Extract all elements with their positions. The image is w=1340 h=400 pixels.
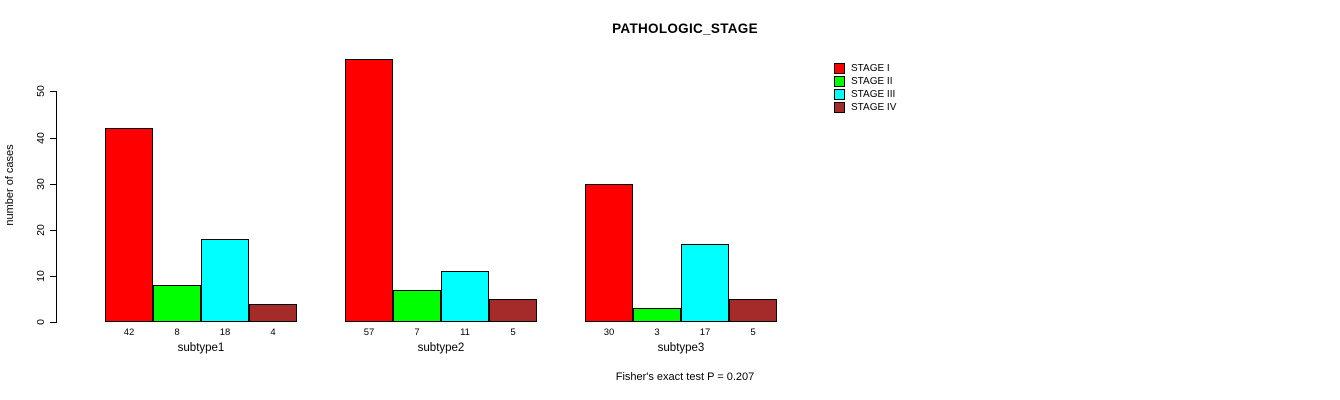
bar-subtype1-stage-ii <box>153 285 201 322</box>
y-tick-mark <box>50 230 57 231</box>
y-tick-label-text: 10 <box>35 270 47 282</box>
y-tick-mark <box>50 184 57 185</box>
legend-row-stage-ii: STAGE II <box>834 76 896 87</box>
legend-label: STAGE III <box>851 89 896 100</box>
y-tick-label-text: 30 <box>35 178 47 190</box>
bar-value-label: 11 <box>460 327 470 338</box>
bar-value-label: 57 <box>363 327 375 338</box>
legend-row-stage-iv: STAGE IV <box>834 102 896 113</box>
legend-swatch-icon <box>834 76 845 87</box>
category-label-subtype3: subtype3 <box>657 342 705 354</box>
bar-value-label: 3 <box>654 327 660 338</box>
legend-row-stage-iii: STAGE III <box>834 89 896 100</box>
category-label-subtype2: subtype2 <box>417 342 465 354</box>
y-axis-label-text: number of cases <box>4 144 16 226</box>
bar-value-label: 8 <box>174 327 180 338</box>
bar-subtype2-stage-ii <box>393 290 441 322</box>
bar-subtype3-stage-iii <box>681 244 729 322</box>
y-tick-label-text: 0 <box>35 319 47 325</box>
bar-subtype1-stage-iii <box>201 239 249 322</box>
legend-row-stage-i: STAGE I <box>834 63 896 74</box>
bar-subtype3-stage-iv <box>729 299 777 322</box>
bar-value-label: 17 <box>699 327 711 338</box>
legend-swatch-icon <box>834 89 845 100</box>
bar-subtype3-stage-i <box>585 184 633 322</box>
y-tick-label-text: 40 <box>35 132 47 144</box>
bar-subtype1-stage-iv <box>249 304 297 322</box>
y-tick-label-text: 20 <box>35 224 47 236</box>
chart-title: PATHOLOGIC_STAGE <box>612 21 758 36</box>
y-tick-mark <box>50 91 57 92</box>
bar-value-label: 30 <box>603 327 615 338</box>
bar-subtype2-stage-i <box>345 59 393 322</box>
bar-value-label: 4 <box>270 327 276 338</box>
legend-label: STAGE II <box>851 76 893 87</box>
bar-subtype2-stage-iv <box>489 299 537 322</box>
bar-value-label: 5 <box>750 327 756 338</box>
bar-value-label: 5 <box>510 327 516 338</box>
bar-value-label: 18 <box>219 327 231 338</box>
y-tick-mark <box>50 138 57 139</box>
legend-swatch-icon <box>834 63 845 74</box>
bar-subtype2-stage-iii <box>441 271 489 322</box>
legend: STAGE I STAGE II STAGE III STAGE IV <box>834 63 896 113</box>
category-label-subtype1: subtype1 <box>177 342 225 354</box>
legend-label: STAGE I <box>851 63 890 74</box>
bar-value-label: 42 <box>123 327 135 338</box>
stat-test-annotation: Fisher's exact test P = 0.207 <box>615 371 755 383</box>
legend-swatch-icon <box>834 102 845 113</box>
bar-subtype3-stage-ii <box>633 308 681 322</box>
bar-value-label: 7 <box>414 327 420 338</box>
y-tick-label-text: 50 <box>35 85 47 97</box>
legend-label: STAGE IV <box>851 102 897 113</box>
y-tick-mark <box>50 322 57 323</box>
y-tick-mark <box>50 276 57 277</box>
y-axis-line <box>56 92 57 323</box>
bar-subtype1-stage-i <box>105 128 153 322</box>
